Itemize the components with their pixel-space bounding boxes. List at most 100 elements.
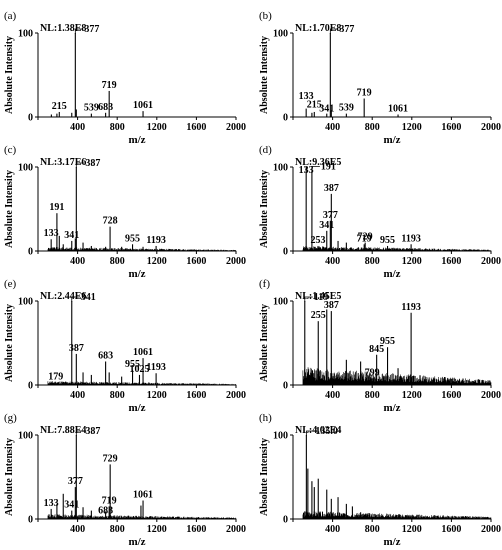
x-tick-label: 1600 bbox=[186, 524, 206, 535]
x-axis-title: m/z bbox=[383, 134, 400, 146]
peak-label: 845 bbox=[369, 344, 384, 355]
peak-label: 729 bbox=[358, 232, 373, 243]
peak-label: 1193 bbox=[401, 302, 420, 313]
x-tick-label: 400 bbox=[325, 390, 340, 401]
peak-label: 179 bbox=[48, 371, 63, 382]
nl-label: NL:1.70E8 bbox=[295, 23, 341, 34]
y-tick-label: 0 bbox=[283, 515, 288, 526]
y-tick-label: 100 bbox=[273, 163, 288, 174]
peak-leader bbox=[74, 28, 84, 34]
x-tick-label: 800 bbox=[110, 524, 125, 535]
y-tick-label: 100 bbox=[18, 431, 33, 442]
x-tick-label: 800 bbox=[365, 122, 380, 133]
spectrum-panel-c: (c) NL:3.17E6 0 100 400 800 1200 1600 2000 m/z Abs… bbox=[4, 144, 246, 280]
x-tick-label: 1600 bbox=[441, 524, 461, 535]
x-tick-label: 800 bbox=[110, 122, 125, 133]
x-tick-label: 800 bbox=[365, 390, 380, 401]
x-tick-label: 2000 bbox=[226, 122, 246, 133]
peak-label: 133 bbox=[299, 91, 314, 102]
y-axis-title: Absolute Intensity bbox=[4, 170, 15, 248]
y-axis-title: Absolute Intensity bbox=[4, 36, 15, 114]
x-tick-label: 2000 bbox=[226, 524, 246, 535]
peak-leader bbox=[311, 165, 320, 172]
peak-label: 728 bbox=[103, 216, 118, 227]
noise-baseline bbox=[302, 367, 492, 385]
peak-label: 341 bbox=[64, 230, 79, 241]
spectrum-panel-g: (g) NL:7.88E4 0 100 400 800 1200 1600 2000 m/z Abs… bbox=[4, 412, 246, 548]
y-tick-label: 100 bbox=[18, 297, 33, 308]
peak-label: 387 bbox=[85, 158, 100, 169]
y-tick-label: 100 bbox=[273, 29, 288, 40]
peak-label: 191 bbox=[321, 161, 336, 172]
y-tick-label: 0 bbox=[283, 113, 288, 124]
peak-label: 1193 bbox=[401, 233, 420, 244]
x-axis-title: m/z bbox=[383, 268, 400, 280]
nl-label: NL:1.38E8 bbox=[40, 23, 86, 34]
y-axis-title: Absolute Intensity bbox=[4, 304, 15, 382]
y-axis-title: Absolute Intensity bbox=[259, 170, 270, 248]
x-axis-title: m/z bbox=[128, 536, 145, 548]
peak-label: 683 bbox=[98, 505, 113, 516]
x-tick-label: 400 bbox=[325, 122, 340, 133]
noise-baseline bbox=[302, 511, 492, 519]
x-tick-label: 400 bbox=[70, 122, 85, 133]
x-tick-label: 1600 bbox=[441, 122, 461, 133]
y-tick-label: 0 bbox=[28, 381, 33, 392]
x-tick-label: 400 bbox=[70, 256, 85, 267]
x-tick-label: 1600 bbox=[441, 390, 461, 401]
x-tick-label: 800 bbox=[110, 390, 125, 401]
nl-label: NL:4.62E4 bbox=[295, 425, 341, 436]
x-axis-title: m/z bbox=[128, 134, 145, 146]
peak-label: 799 bbox=[365, 367, 380, 378]
x-tick-label: 1600 bbox=[441, 256, 461, 267]
peak-label: 377 bbox=[84, 24, 99, 35]
peak-label: 1193 bbox=[146, 362, 165, 373]
peak-label: 955 bbox=[125, 233, 140, 244]
peak-label: 215 bbox=[52, 101, 67, 112]
peak-label: 387 bbox=[324, 300, 339, 311]
x-tick-label: 1200 bbox=[147, 122, 167, 133]
y-tick-label: 100 bbox=[18, 163, 33, 174]
peak-leader bbox=[304, 296, 313, 302]
panel-label: (e) bbox=[4, 278, 17, 290]
peak-label: 133 bbox=[299, 165, 314, 176]
y-tick-label: 100 bbox=[18, 29, 33, 40]
peak-label: 1061 bbox=[388, 103, 408, 114]
x-tick-label: 2000 bbox=[481, 524, 501, 535]
peak-label: 133 bbox=[44, 228, 59, 239]
peak-label: 1061 bbox=[133, 490, 153, 501]
peak-label: 191 bbox=[49, 202, 64, 213]
y-tick-label: 100 bbox=[273, 297, 288, 308]
x-tick-label: 2000 bbox=[481, 390, 501, 401]
x-tick-label: 800 bbox=[365, 256, 380, 267]
peak-label: 377 bbox=[339, 24, 354, 35]
peak-label: 133 bbox=[44, 498, 59, 509]
x-tick-label: 400 bbox=[70, 524, 85, 535]
x-tick-label: 1200 bbox=[402, 524, 422, 535]
peak-label: 955 bbox=[380, 235, 395, 246]
peak-label: 683 bbox=[98, 350, 113, 361]
y-tick-label: 0 bbox=[283, 247, 288, 258]
x-tick-label: 1600 bbox=[186, 390, 206, 401]
peak-leader bbox=[71, 296, 80, 302]
peak-label: 387 bbox=[69, 343, 84, 354]
x-tick-label: 1200 bbox=[147, 256, 167, 267]
x-tick-label: 400 bbox=[325, 256, 340, 267]
peak-label: 719 bbox=[357, 88, 372, 99]
y-tick-label: 0 bbox=[28, 113, 33, 124]
spectrum-panel-h: (h) NL:4.62E4 0 100 400 800 1200 1600 2000 m/z Abs… bbox=[259, 412, 501, 548]
spectrum-panel-f: (f) NL:1.45E5 0 100 400 800 1200 1600 2000 m/z Abs… bbox=[259, 278, 501, 414]
peak-label: 377 bbox=[323, 210, 338, 221]
noise-baseline bbox=[47, 381, 237, 385]
x-tick-label: 1600 bbox=[186, 256, 206, 267]
panel-label: (h) bbox=[259, 412, 272, 424]
panel-label: (d) bbox=[259, 144, 272, 156]
peak-label: 135.0 bbox=[315, 426, 338, 437]
x-tick-label: 2000 bbox=[226, 256, 246, 267]
peak-label: 341 bbox=[81, 292, 96, 303]
peak-leader bbox=[75, 162, 85, 168]
x-tick-label: 400 bbox=[70, 390, 85, 401]
x-tick-label: 800 bbox=[365, 524, 380, 535]
nl-label: NL:3.17E6 bbox=[40, 157, 86, 168]
x-axis-title: m/z bbox=[128, 268, 145, 280]
